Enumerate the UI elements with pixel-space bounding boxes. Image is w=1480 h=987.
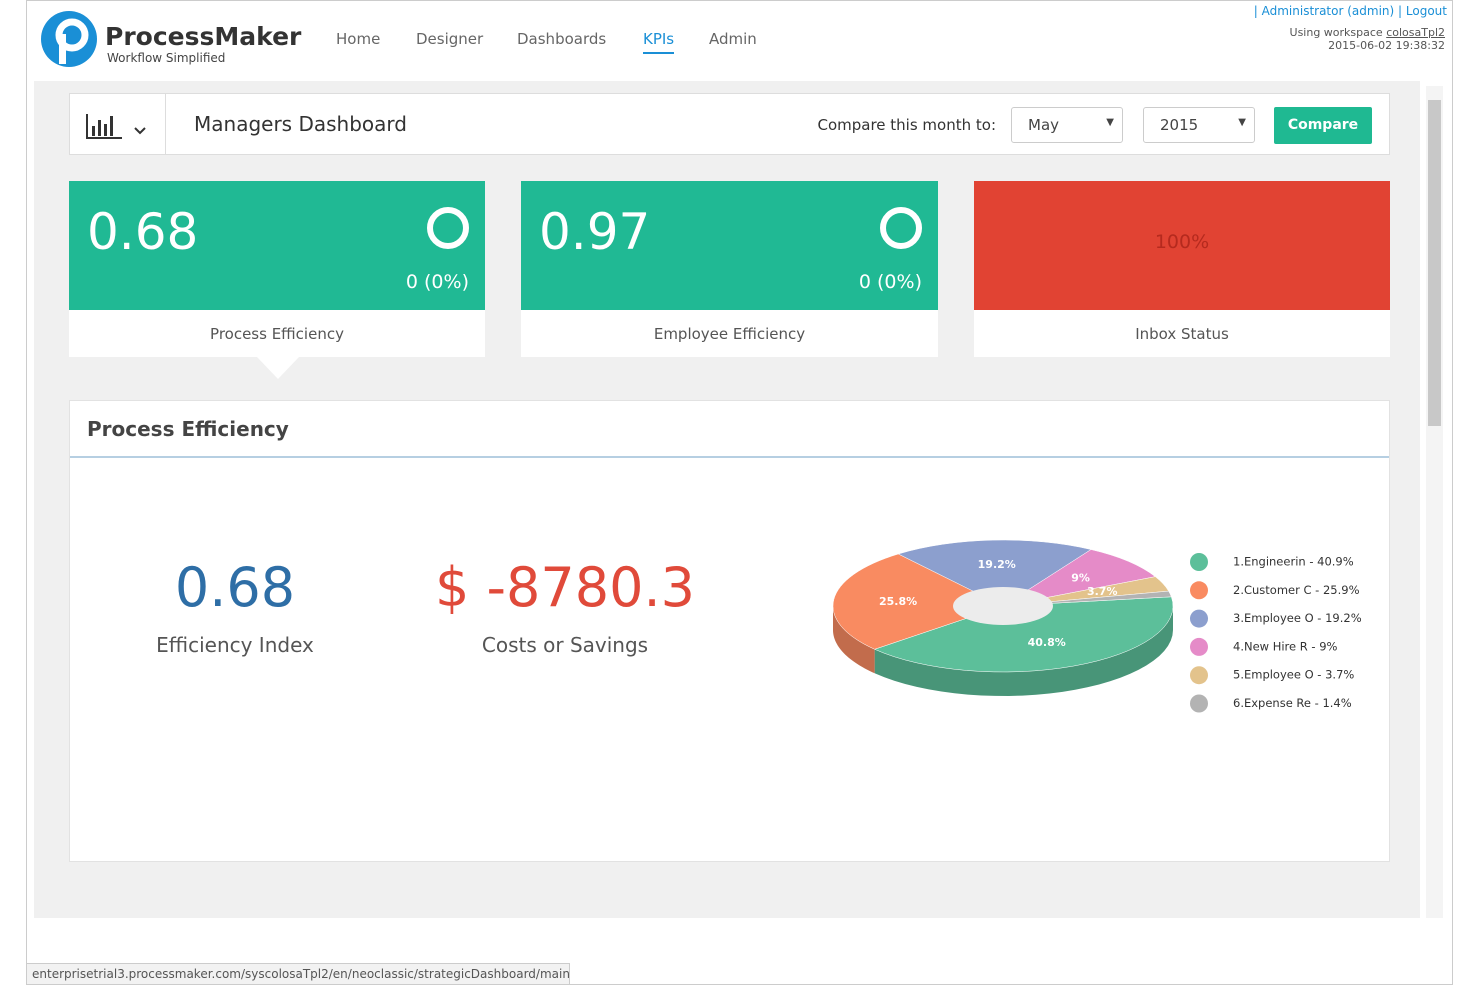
year-select[interactable]: 2015 ▼ [1143,107,1255,143]
legend-label: 2.Customer C - 25.9% [1233,583,1360,597]
kpi-label: Process Efficiency [210,325,344,343]
pie-chart: 40.8% 25.8% 19.2% 9%3.7% 1.Engineerin - 40.9… [832,539,1362,713]
legend-label: 1.Engineerin - 40.9% [1233,555,1354,569]
legend-label: 6.Expense Re - 1.4% [1233,696,1352,710]
dashboard-title: Managers Dashboard [194,112,407,136]
nav-item[interactable]: Admin [709,30,757,48]
active-pointer [257,357,299,379]
legend-marker [1190,666,1208,685]
legend-marker [1190,609,1208,628]
pie-slice [1002,549,1156,607]
workspace-info: Using workspace colosaTpl2 2015-06-02 19:… [1290,26,1445,52]
legend-marker [1190,553,1208,571]
pie-slice [832,553,1004,650]
kpi-change: 0 (0%) [858,271,922,293]
separator: | [1253,4,1258,18]
divider [165,94,166,154]
costs-value: $ -8780.3 [435,556,695,619]
logo-icon[interactable] [40,10,98,68]
legend-label: 3.Employee O - 19.2% [1233,611,1362,625]
browser-frame [26,0,1453,985]
scrollbar[interactable] [1426,86,1443,918]
pie-slice [873,596,1174,673]
kpi-card[interactable]: 100% Inbox Status [974,181,1390,357]
kpi-value: 0.97 [539,203,651,261]
pie-hole [953,587,1053,625]
kpi-card[interactable]: 0.68 0 (0%) Process Efficiency [69,181,485,357]
datetime: 2015-06-02 19:38:32 [1328,39,1445,52]
kpi-card[interactable]: 0.97 0 (0%) Employee Efficiency [521,181,938,357]
slice-label: 3.7% [1087,585,1118,598]
legend-marker [1190,581,1208,600]
nav-item-active[interactable]: KPIs [643,30,675,54]
slice-label: 9% [1071,571,1090,584]
legend-marker [1190,637,1208,656]
kpi-header: 0.97 0 (0%) [521,181,938,310]
status-bar: enterprisetrial3.processmaker.com/syscol… [26,963,570,985]
nav-item[interactable]: Designer [416,30,484,48]
panel-header: Process Efficiency [70,401,1389,458]
legend-marker [1190,694,1208,713]
kpi-status: 100% [1154,231,1210,253]
scrollbar-thumb[interactable] [1428,100,1441,426]
compare-button[interactable]: Compare [1274,107,1372,144]
user-links: | Administrator (admin) | Logout [1254,4,1447,18]
legend-label: 4.New Hire R - 9% [1233,639,1338,653]
brand[interactable]: ProcessMaker [105,22,302,51]
slice-label: 40.8% [1028,636,1066,649]
month-value: May [1028,116,1060,134]
nav-item[interactable]: Dashboards [517,30,607,48]
workspace-label: Using workspace [1289,26,1383,39]
nav-item[interactable]: Home [336,30,381,48]
kpi-header: 100% [974,181,1390,310]
efficiency-value: 0.68 [174,556,296,619]
kpi-icon [427,207,469,249]
costs-label: Costs or Savings [481,633,649,657]
slice-label: 19.2% [978,558,1016,571]
pie-slice-side [874,606,1173,696]
kpi-label: Inbox Status [1135,325,1229,343]
year-value: 2015 [1160,116,1199,134]
slice-label: 25.8% [879,595,917,608]
tagline: Workflow Simplified [107,51,226,65]
pie-slice [897,539,1092,607]
toolbar: Managers Dashboard Compare this month to… [69,93,1390,155]
pie-slice-side [833,606,875,674]
workspace-link[interactable]: colosaTpl2 [1386,26,1445,39]
kpi-value: 0.68 [87,203,199,261]
separator: | [1398,4,1403,18]
chart-menu-icon[interactable] [86,112,156,142]
legend-label: 5.Employee O - 3.7% [1233,668,1354,682]
kpi-label: Employee Efficiency [653,325,806,343]
month-select[interactable]: May ▼ [1011,107,1123,143]
logout-link[interactable]: Logout [1405,4,1447,18]
compare-label: Compare this month to: [817,116,996,134]
user-link[interactable]: Administrator (admin) [1261,4,1395,18]
efficiency-label: Efficiency Index [156,633,314,657]
kpi-icon [880,207,922,249]
panel-title: Process Efficiency [87,417,289,441]
kpi-header: 0.68 0 (0%) [69,181,485,310]
kpi-change: 0 (0%) [405,271,469,293]
